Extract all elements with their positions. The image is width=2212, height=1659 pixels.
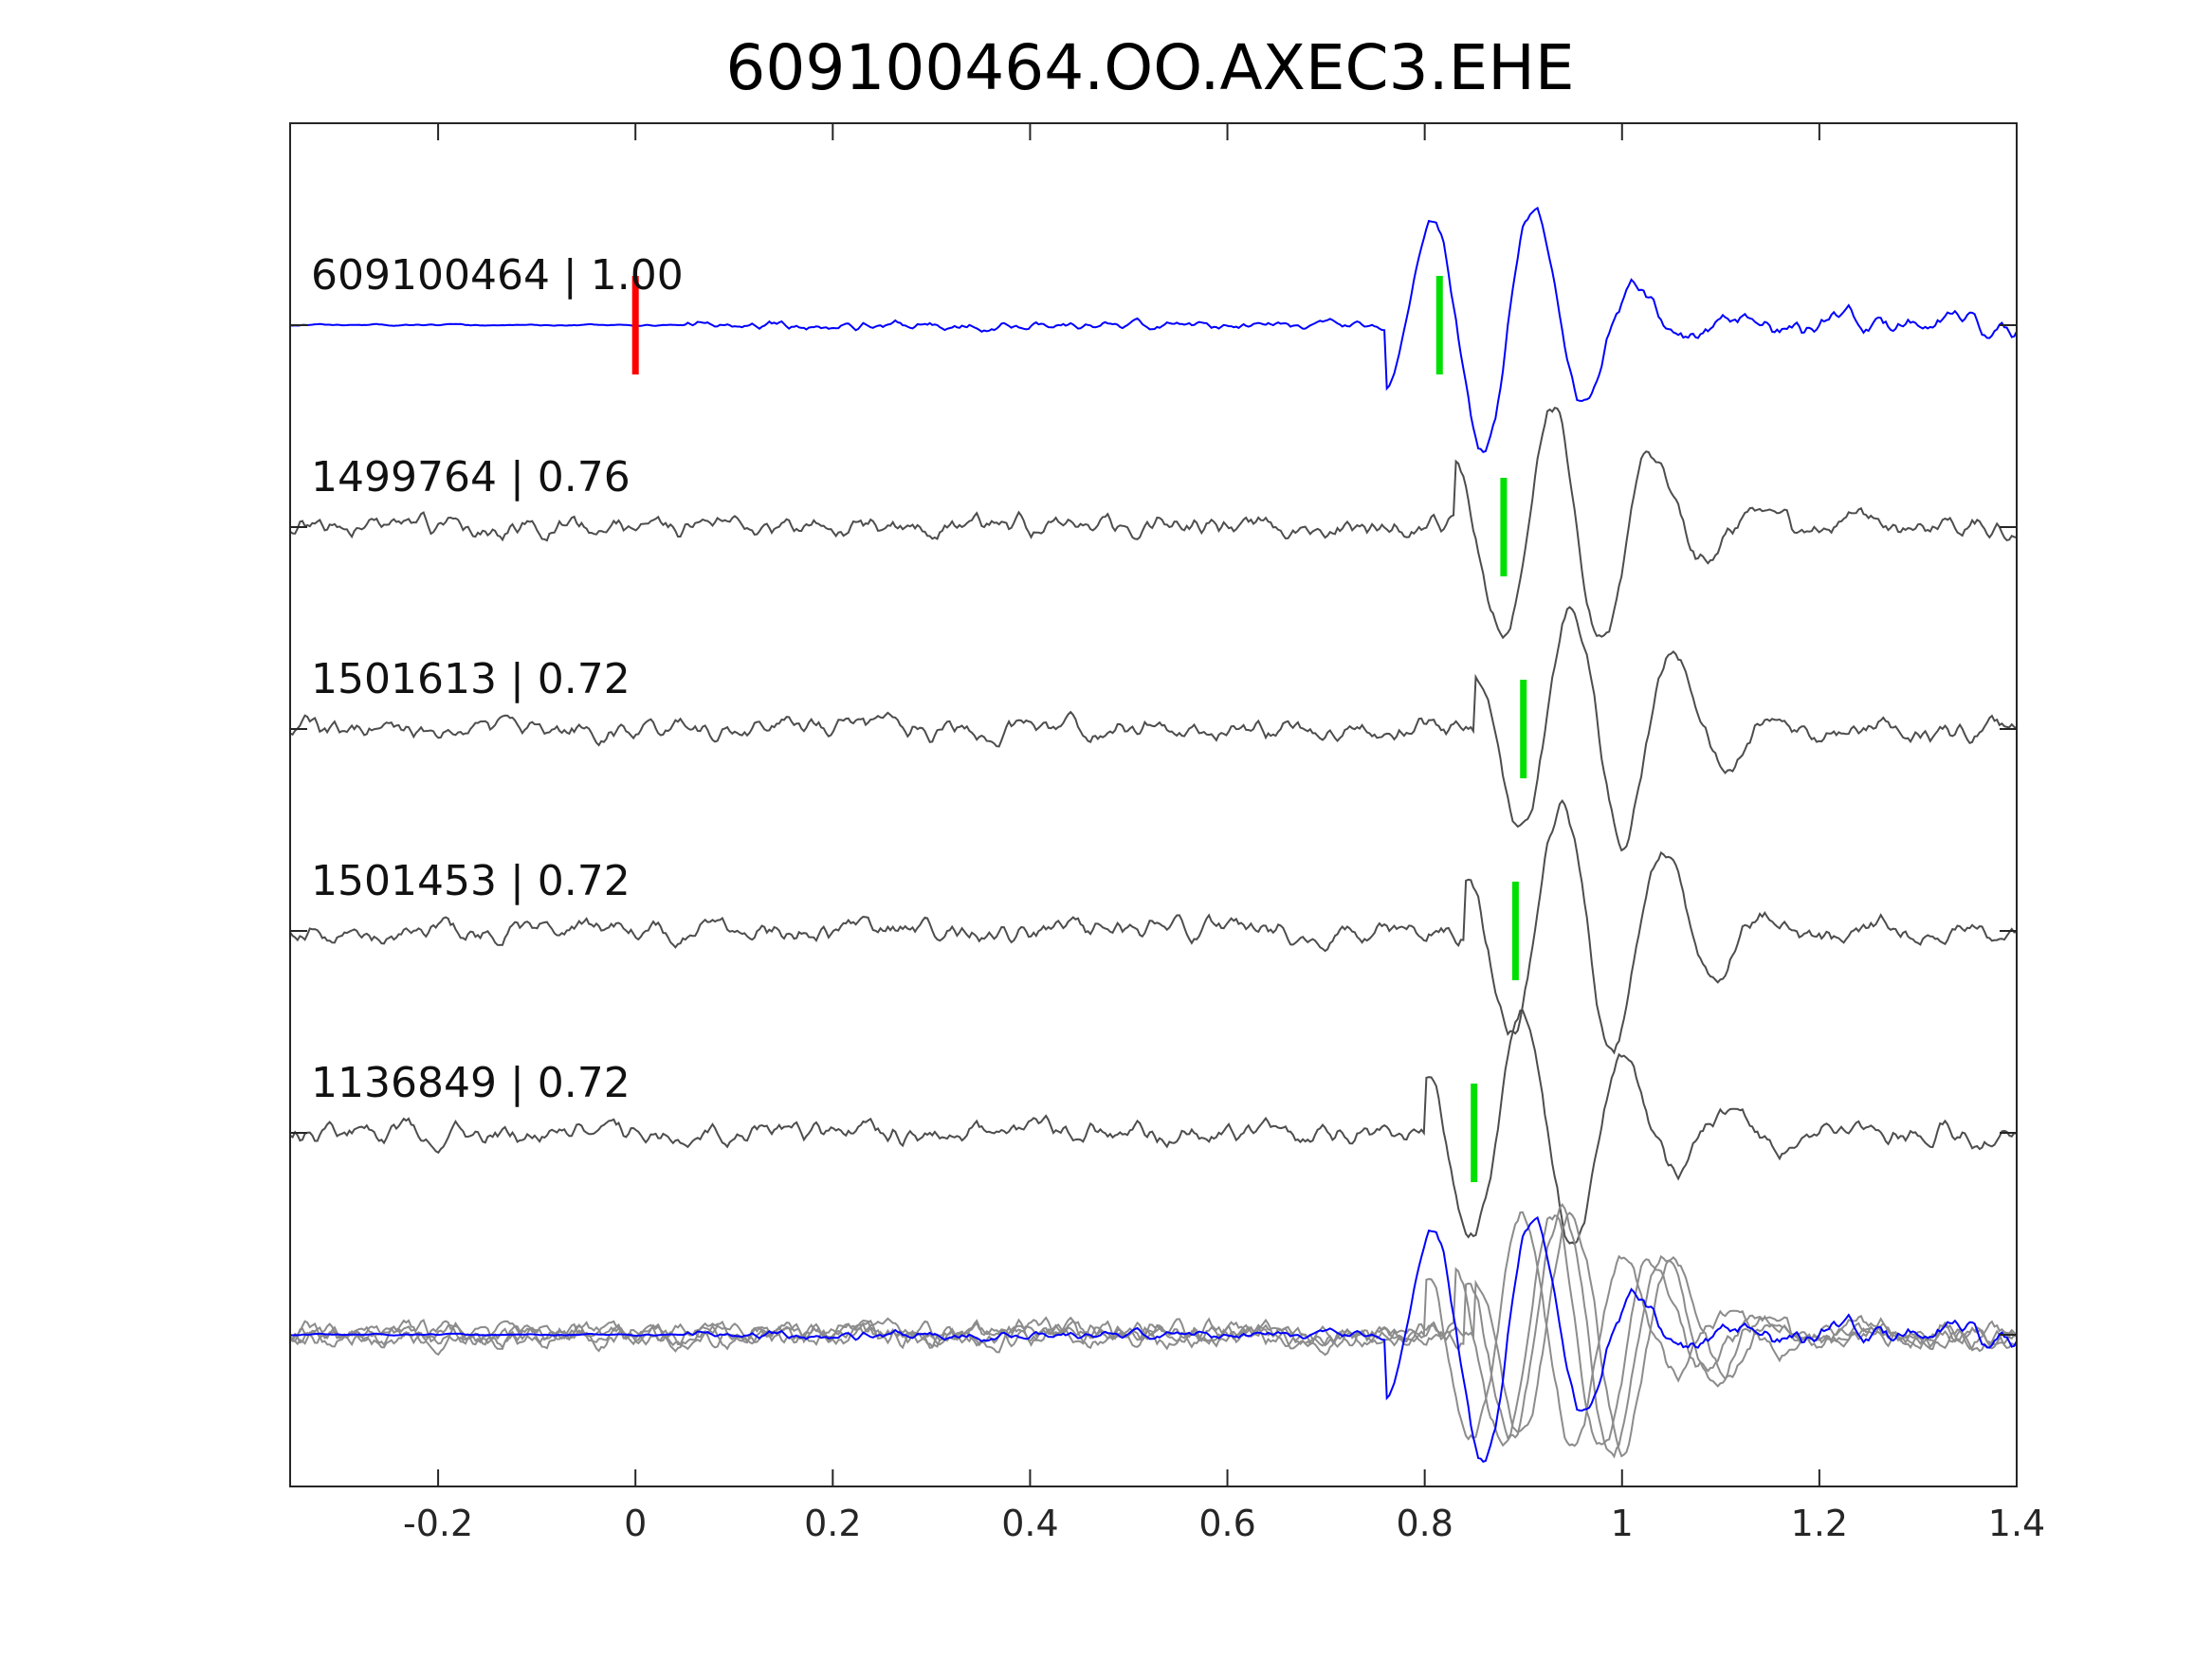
trace-1136849 [289,1009,2018,1246]
x-tick-label: -0.2 [403,1503,473,1544]
picks [631,276,1527,1182]
trace-609100464 [289,206,2018,453]
x-axis: -0.2 0 0.2 0.4 0.6 0.8 1 1.2 1.4 [403,123,2045,1544]
x-tick-label: 0.2 [804,1503,861,1544]
x-tick-label: 1.4 [1988,1503,2045,1544]
overlay-trace-1499764 [289,1214,2018,1448]
x-tick-label: 1 [1611,1503,1634,1544]
traces [289,206,2018,1463]
overlay-trace-609100464 [289,1215,2018,1463]
x-tick-label: 0 [624,1503,647,1544]
trace-label-609100464: 609100464 | 1.00 [311,251,684,300]
trace-label-1136849: 1136849 | 0.72 [311,1059,631,1107]
chart-title: 609100464.OO.AXEC3.EHE [725,31,1574,104]
axes-box [289,122,2018,1487]
x-tick-label: 0.4 [1001,1503,1058,1544]
x-tick-label: 1.2 [1791,1503,1848,1544]
trace-1501613 [289,606,2018,852]
overlay-trace-1501453 [289,1202,2018,1459]
trace-label-1499764: 1499764 | 0.76 [311,453,631,501]
trace-labels: 609100464 | 1.00 1499764 | 0.76 1501613 | … [311,251,684,1107]
trace-label-1501453: 1501453 | 0.72 [311,857,631,905]
trace-1499764 [289,407,2018,640]
trace-label-1501613: 1501613 | 0.72 [311,655,631,703]
x-tick-label: 0.6 [1198,1503,1255,1544]
trace-1501453 [289,798,2018,1055]
x-tick-label: 0.8 [1396,1503,1453,1544]
